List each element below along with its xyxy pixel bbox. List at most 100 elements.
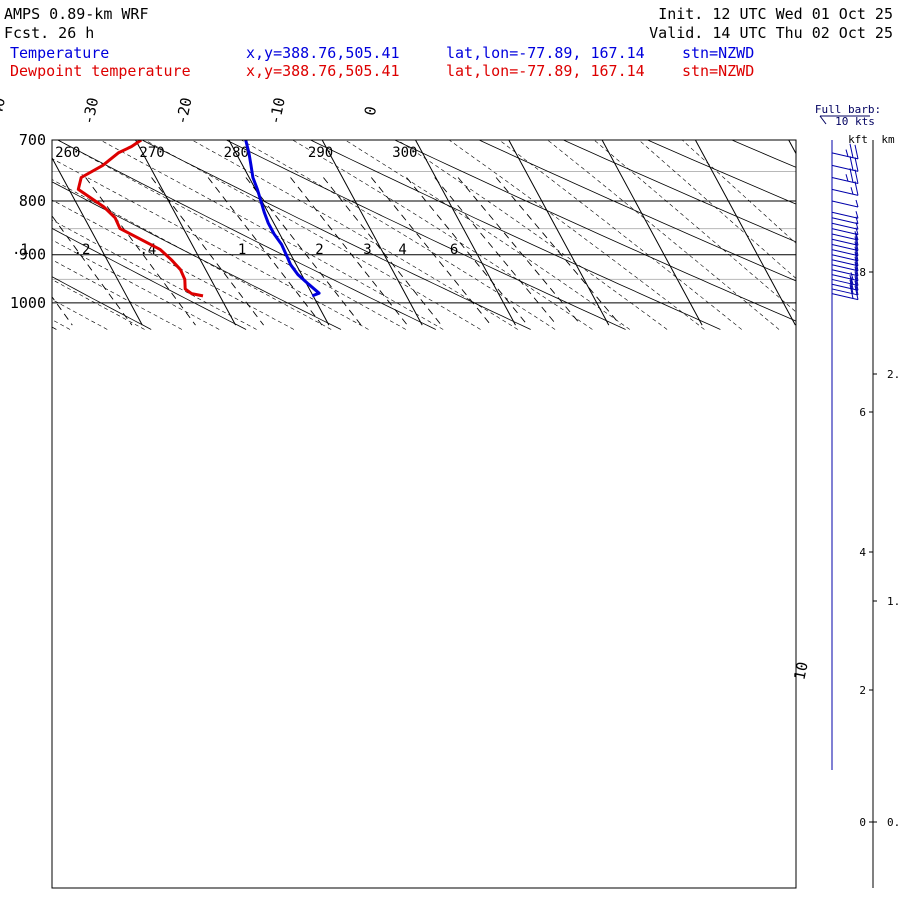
wind-barb-feather xyxy=(854,181,859,196)
mixing-ratio-lines xyxy=(52,177,621,326)
wind-barb-shaft xyxy=(831,288,859,296)
wind-barb-shaft xyxy=(831,274,859,282)
pressure-tick-label: 700 xyxy=(19,131,46,149)
barb-legend-feather xyxy=(819,115,827,125)
temperature-profile xyxy=(244,140,321,298)
mixing-ratio-label: 1 xyxy=(238,242,246,258)
moist-adiabat xyxy=(52,179,332,330)
diagram-labels: 7008009001000-70-60-50-40-30-20-10010220… xyxy=(0,96,812,682)
wind-barb-feather xyxy=(849,168,854,183)
wind-barb xyxy=(831,199,859,208)
wind-barb xyxy=(831,143,859,160)
wind-barb-shaft xyxy=(831,217,859,225)
legend-temperature: Temperature x,y=388.76,505.41 lat,lon=-7… xyxy=(10,44,754,62)
moist-adiabat xyxy=(52,239,220,330)
theta-label: 260 xyxy=(55,145,80,161)
kft-tick-label: 4 xyxy=(859,546,866,559)
isotherm xyxy=(415,140,516,326)
wind-barb xyxy=(831,251,859,267)
km-tick-label: 0. xyxy=(887,816,900,829)
pressure-tick-label: 900 xyxy=(19,246,46,264)
mixing-ratio-line xyxy=(290,177,408,326)
wind-barb xyxy=(831,271,859,286)
mixing-ratio-line xyxy=(370,177,492,326)
wind-barb xyxy=(831,274,859,291)
plot-frame xyxy=(51,139,797,889)
km-tick-label: 1. xyxy=(887,595,900,608)
wind-barb-shaft xyxy=(831,233,859,241)
legend-dewpoint-latlon: lat,lon=-77.89, 167.14 xyxy=(446,62,645,80)
wind-barb-feather xyxy=(854,157,859,172)
barb-legend-unit: 10 kts xyxy=(835,115,875,128)
pressure-tick-label: 800 xyxy=(19,192,46,210)
isotherm xyxy=(135,140,237,326)
km-tick-label: 2. xyxy=(887,368,900,381)
theta-label: 300 xyxy=(392,145,417,161)
kft-tick-label: 6 xyxy=(859,406,866,419)
kft-axis-label: kft xyxy=(848,133,868,146)
wind-barb-feather xyxy=(849,284,854,299)
wind-panel: Full barb: 10 kts kft km 8 6 4 2 0 2. 1. 0. xyxy=(815,103,900,888)
wind-barb xyxy=(831,156,859,172)
dry-adiabat xyxy=(478,140,796,282)
legend-temperature-station: stn=NZWD xyxy=(682,44,754,62)
dry-adiabat xyxy=(52,276,152,330)
wind-barb-shaft xyxy=(831,152,859,160)
isotherm xyxy=(321,140,423,326)
wind-barb-feather xyxy=(854,169,859,184)
wind-barb-feather xyxy=(854,256,859,271)
wind-barb-feather xyxy=(854,241,859,256)
pressure-gridlines xyxy=(52,139,796,304)
legend-dewpoint: Dewpoint temperature x,y=388.76,505.41 l… xyxy=(10,62,754,80)
wind-barb-feather xyxy=(854,251,859,266)
wind-barb-shaft xyxy=(831,269,859,277)
mixing-ratio-label: 6 xyxy=(450,242,458,258)
wind-barb-half-feather xyxy=(850,272,854,280)
dry-adiabat xyxy=(141,140,531,330)
wind-barb xyxy=(831,266,859,282)
isotherm xyxy=(788,140,796,155)
legend-dewpoint-station: stn=NZWD xyxy=(682,62,754,80)
theta-label: 280 xyxy=(224,145,249,161)
wind-barb-feather xyxy=(854,266,859,281)
wind-barb-half-feather xyxy=(850,187,854,195)
moist-adiabat xyxy=(396,140,668,330)
mixing-ratio-line xyxy=(151,177,264,326)
mixing-ratio-line xyxy=(406,177,528,326)
theta-label: 270 xyxy=(139,145,164,161)
mixing-ratio-line xyxy=(434,177,558,326)
dry-adiabat xyxy=(309,140,721,330)
wind-barb-feather xyxy=(854,280,859,296)
sounding-profiles xyxy=(76,140,321,298)
isotherm xyxy=(228,140,330,326)
wind-barb xyxy=(831,284,859,301)
wind-barb-shaft xyxy=(831,264,859,272)
wind-barb-shaft xyxy=(831,293,859,301)
wind-barb-half-feather xyxy=(855,211,859,219)
wind-barb-shaft xyxy=(831,177,859,185)
mixing-ratio-line xyxy=(245,177,362,326)
mixing-ratio-label: .1 xyxy=(12,242,29,258)
wind-barb-feather xyxy=(854,246,859,261)
wind-barb-feather xyxy=(854,285,859,300)
wind-barb-feather xyxy=(849,274,854,290)
temperature-tick-label: 0 xyxy=(361,105,380,118)
kft-tick-label: 8 xyxy=(859,266,866,279)
dry-adiabat xyxy=(56,140,436,330)
wind-barb-half-feather xyxy=(850,277,854,285)
forecast-hour: Fcst. 26 h xyxy=(4,24,94,42)
wind-barb xyxy=(831,236,859,251)
dry-adiabat xyxy=(225,140,626,330)
dry-adiabat xyxy=(393,140,796,322)
wind-barb-shaft xyxy=(831,200,859,208)
moist-adiabat xyxy=(498,140,742,330)
isotherms xyxy=(52,140,796,326)
moist-adiabats xyxy=(52,140,796,330)
wind-barb-feather xyxy=(854,261,859,276)
temperature-tick-label: -40 xyxy=(0,96,9,126)
wind-barb-feather xyxy=(849,279,854,294)
moist-adiabat xyxy=(547,140,780,330)
wind-barb-half-feather xyxy=(845,149,849,157)
wind-barb-half-feather xyxy=(855,199,859,208)
